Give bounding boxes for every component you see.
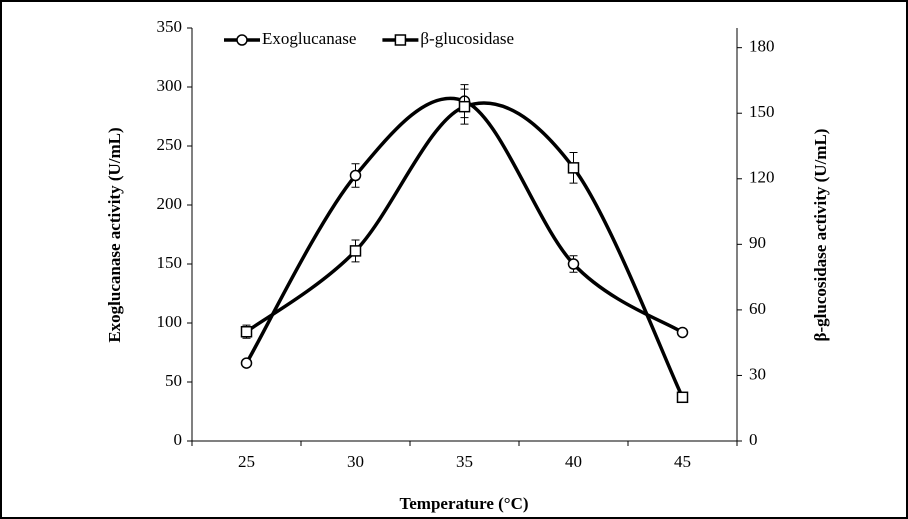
y-tick-label: 150 — [157, 253, 183, 272]
marker — [567, 162, 580, 174]
y2-tick-label: 90 — [749, 233, 766, 252]
y2-tick-label: 120 — [749, 168, 775, 187]
marker — [349, 245, 362, 257]
x-tick-label: 40 — [565, 452, 582, 471]
y-tick-label: 350 — [157, 17, 183, 36]
y2-tick-label: 0 — [749, 430, 758, 449]
y2-tick-label: 30 — [749, 364, 766, 383]
x-axis-title: Temperature (°C) — [399, 494, 528, 513]
y2-tick-label: 150 — [749, 102, 775, 121]
marker — [349, 169, 362, 182]
marker — [458, 100, 471, 113]
y2-tick-label: 60 — [749, 299, 766, 318]
y-tick-label: 300 — [157, 76, 183, 95]
y2-axis-title: β-glucosidase activity (U/mL) — [811, 129, 830, 342]
x-tick-label: 45 — [674, 452, 691, 471]
y-tick-label: 50 — [165, 371, 182, 390]
legend-label: β-glucosidase — [420, 29, 514, 48]
x-tick-label: 35 — [456, 452, 473, 471]
marker — [676, 326, 689, 339]
marker — [240, 357, 253, 369]
y-tick-label: 100 — [157, 312, 183, 331]
marker — [567, 258, 580, 270]
y-tick-label: 200 — [157, 194, 183, 213]
y2-tick-label: 180 — [749, 37, 775, 56]
marker — [394, 34, 407, 46]
x-tick-label: 25 — [238, 452, 255, 471]
marker — [240, 325, 253, 338]
y-axis-title: Exoglucanase activity (U/mL) — [105, 127, 124, 342]
legend-label: Exoglucanase — [262, 29, 356, 48]
y-tick-label: 0 — [174, 430, 183, 449]
x-tick-label: 30 — [347, 452, 364, 471]
marker — [676, 391, 689, 404]
y-tick-label: 250 — [157, 135, 183, 154]
marker — [236, 34, 248, 46]
